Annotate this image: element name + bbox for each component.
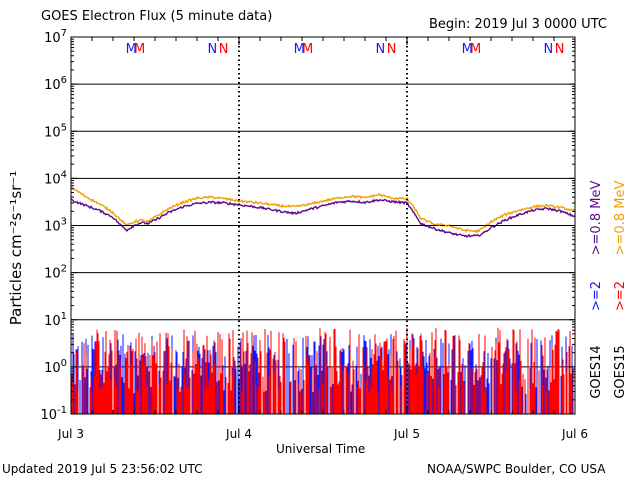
y-tick-label: 101 — [44, 311, 67, 329]
series-goes14-0-8-mev — [70, 198, 576, 238]
series-goes15-0-8-mev — [70, 185, 576, 234]
y-tick-label: 104 — [44, 169, 67, 187]
x-tick-label: Jul 3 — [57, 427, 84, 441]
updated-timestamp: Updated 2019 Jul 5 23:56:02 UTC — [2, 462, 203, 476]
time-marker-n: N — [376, 42, 386, 57]
right-legend: >=0.8 MeV >=0.8 MeV >=2 >=2 GOES14 GOES15 — [589, 181, 628, 399]
legend-label: >=2 — [589, 281, 604, 311]
y-axis-ticks: 10-1 100 101 102 103 104 105 106 107 — [40, 28, 575, 423]
time-marker-n: N — [555, 42, 565, 57]
time-marker-m: M — [126, 42, 137, 57]
y-tick-label: 100 — [44, 358, 67, 376]
y-tick-label: 107 — [44, 28, 67, 46]
time-marker-m: M — [462, 42, 473, 57]
time-marker-m: M — [134, 42, 145, 57]
local-time-markers: MM N N MM N N MM N N — [126, 42, 565, 57]
x-tick-label: Jul 5 — [393, 427, 420, 441]
begin-date: Begin: 2019 Jul 3 0000 UTC — [429, 17, 607, 32]
series-goes15-2 — [71, 327, 573, 414]
time-marker-m: M — [470, 42, 481, 57]
legend-label: GOES14 — [589, 345, 604, 398]
time-marker-n: N — [208, 42, 218, 57]
time-marker-n: N — [544, 42, 554, 57]
x-axis-ticks: Jul 3 Jul 4 Jul 5 Jul 6 — [57, 37, 588, 441]
y-tick-label: 102 — [44, 264, 67, 282]
credit: NOAA/SWPC Boulder, CO USA — [427, 462, 606, 476]
x-axis-title: Universal Time — [276, 442, 366, 456]
time-marker-n: N — [387, 42, 397, 57]
y-axis-title: Particles cm⁻²s⁻¹sr⁻¹ — [7, 170, 25, 326]
y-tick-label: 10-1 — [40, 405, 67, 423]
y-tick-label: 103 — [44, 217, 67, 235]
x-tick-label: Jul 6 — [561, 427, 588, 441]
y-tick-label: 106 — [44, 75, 67, 93]
chart-title: GOES Electron Flux (5 minute data) — [41, 9, 273, 24]
legend-label: GOES15 — [613, 345, 628, 398]
time-marker-m: M — [294, 42, 305, 57]
x-tick-label: Jul 4 — [225, 427, 252, 441]
y-tick-label: 105 — [44, 122, 67, 140]
series-layer — [70, 185, 576, 414]
legend-label: >=0.8 MeV — [589, 181, 604, 256]
time-marker-n: N — [219, 42, 229, 57]
legend-label: >=2 — [613, 281, 628, 311]
time-marker-m: M — [302, 42, 313, 57]
legend-label: >=0.8 MeV — [613, 181, 628, 256]
